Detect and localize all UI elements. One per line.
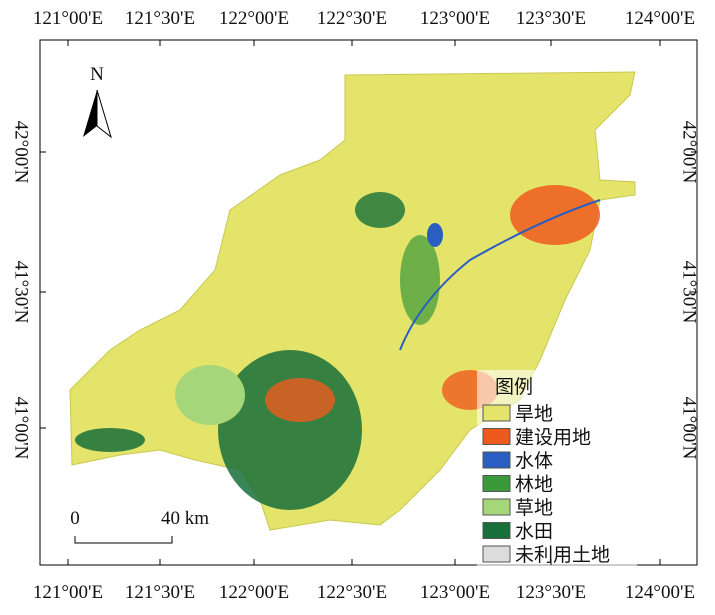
lon-label-top: 123°00'E [420,8,490,29]
legend-label: 水田 [515,521,553,543]
lat-label-left: 42°00'N [11,121,32,184]
map-frame [39,39,698,566]
lat-label-right: 41°00'N [679,397,700,460]
legend-swatch [482,428,511,445]
lon-label-bottom: 122°30'E [317,582,387,603]
north-arrow-left [83,90,97,137]
lon-label-bottom: 121°00'E [33,582,103,603]
north-label: N [90,64,104,85]
lon-label-bottom: 124°00'E [625,582,695,603]
paddy-area [355,192,405,228]
legend-swatch [482,545,511,563]
legend-swatch [482,451,511,469]
legend-label: 旱地 [515,403,553,425]
lon-label-top: 121°30'E [125,8,195,29]
lon-label-top: 124°00'E [625,8,695,29]
legend-title: 图例 [495,376,533,398]
legend-swatch [482,498,511,516]
legend-label: 建设用地 [515,427,591,449]
water-body [427,223,443,247]
scale-end: 40 km [161,508,209,529]
scale-bar: 0 40 km [70,508,209,544]
lon-label-top: 123°30'E [516,8,586,29]
legend-label: 水体 [515,450,553,472]
urban-area [510,185,600,245]
lon-label-bottom: 121°30'E [125,582,195,603]
lon-label-top: 121°00'E [33,8,103,29]
lat-label-left: 41°30'N [11,261,32,324]
north-arrow: N [83,64,112,139]
lat-label-right: 41°30'N [679,261,700,324]
forest-area [400,235,440,325]
lat-label-right: 42°00'N [679,121,700,184]
grass-area [175,365,245,425]
paddy-area [75,428,145,452]
urban-area [265,378,335,422]
scale-line [74,536,173,544]
legend-label: 林地 [515,474,553,496]
lon-label-top: 122°30'E [317,8,387,29]
legend-swatch [482,522,511,539]
lon-label-bottom: 123°30'E [516,582,586,603]
legend-label: 草地 [515,497,553,519]
legend-label: 未利用土地 [515,544,610,566]
river [399,199,601,351]
scale-start: 0 [70,508,80,529]
lon-label-bottom: 123°00'E [420,582,490,603]
lon-label-top: 122°00'E [219,8,289,29]
north-arrow-right [96,89,112,139]
legend-swatch [482,475,511,492]
lon-label-bottom: 122°00'E [219,582,289,603]
legend-swatch [482,404,511,422]
paddy-area [218,350,362,510]
lat-label-left: 41°00'N [11,397,32,460]
